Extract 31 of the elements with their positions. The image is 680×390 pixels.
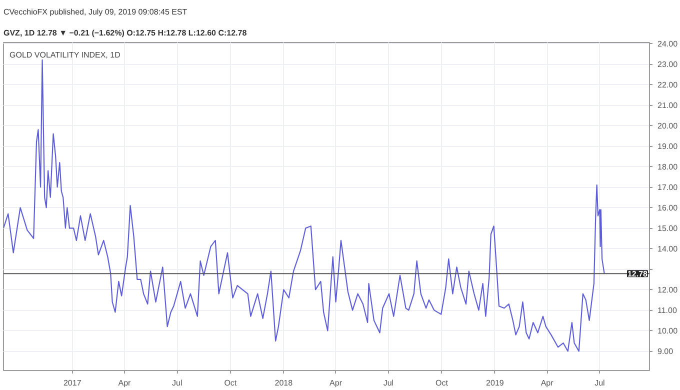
- x-tick-label: Jul: [594, 378, 606, 388]
- y-tick-label: 24.00: [658, 40, 678, 49]
- x-tick-label: 2018: [274, 378, 294, 388]
- x-tick-label: Apr: [330, 378, 342, 388]
- y-tick-label: 10.00: [658, 326, 678, 336]
- y-tick-label: 21.00: [658, 101, 678, 110]
- y-tick-label: 20.00: [658, 122, 678, 131]
- x-tick-label: 2017: [63, 378, 82, 388]
- y-tick-label: 16.00: [658, 204, 678, 213]
- x-tick-label: Apr: [540, 378, 554, 388]
- y-tick-label: 9.00: [658, 347, 674, 356]
- x-tick-label: Oct: [224, 378, 238, 388]
- line-series: [4, 59, 605, 352]
- y-tick-label: 11.00: [658, 306, 678, 316]
- y-tick-label: 12.00: [658, 286, 678, 295]
- x-tick-label: Jul: [383, 378, 394, 388]
- y-tick-label: 18.00: [658, 162, 678, 172]
- annotation: GOLD VOLATILITY INDEX, 1D: [10, 50, 121, 60]
- x-tick-label: Apr: [118, 378, 132, 388]
- ref-line-label: 12.78: [627, 270, 648, 279]
- x-tick-label: Oct: [435, 378, 449, 388]
- y-tick-label: 23.00: [658, 60, 678, 70]
- y-tick-label: 22.00: [658, 80, 678, 90]
- x-tick-label: Jul: [172, 378, 182, 388]
- x-tick-label: 2019: [486, 378, 504, 388]
- y-tick-label: 19.00: [658, 142, 678, 152]
- chart-subtitle: GVZ, 1D 12.78 ▼ −0.21 (−1.62%) O:12.75 H:12.78 L:12.60 C:12.78: [4, 28, 248, 38]
- y-tick-label: 14.00: [658, 244, 678, 254]
- y-tick-label: 15.00: [658, 224, 678, 234]
- y-tick-label: 17.00: [658, 183, 678, 192]
- chart-title: CVecchioFX published, July 09, 2019 09:08:45 EST: [4, 8, 188, 16]
